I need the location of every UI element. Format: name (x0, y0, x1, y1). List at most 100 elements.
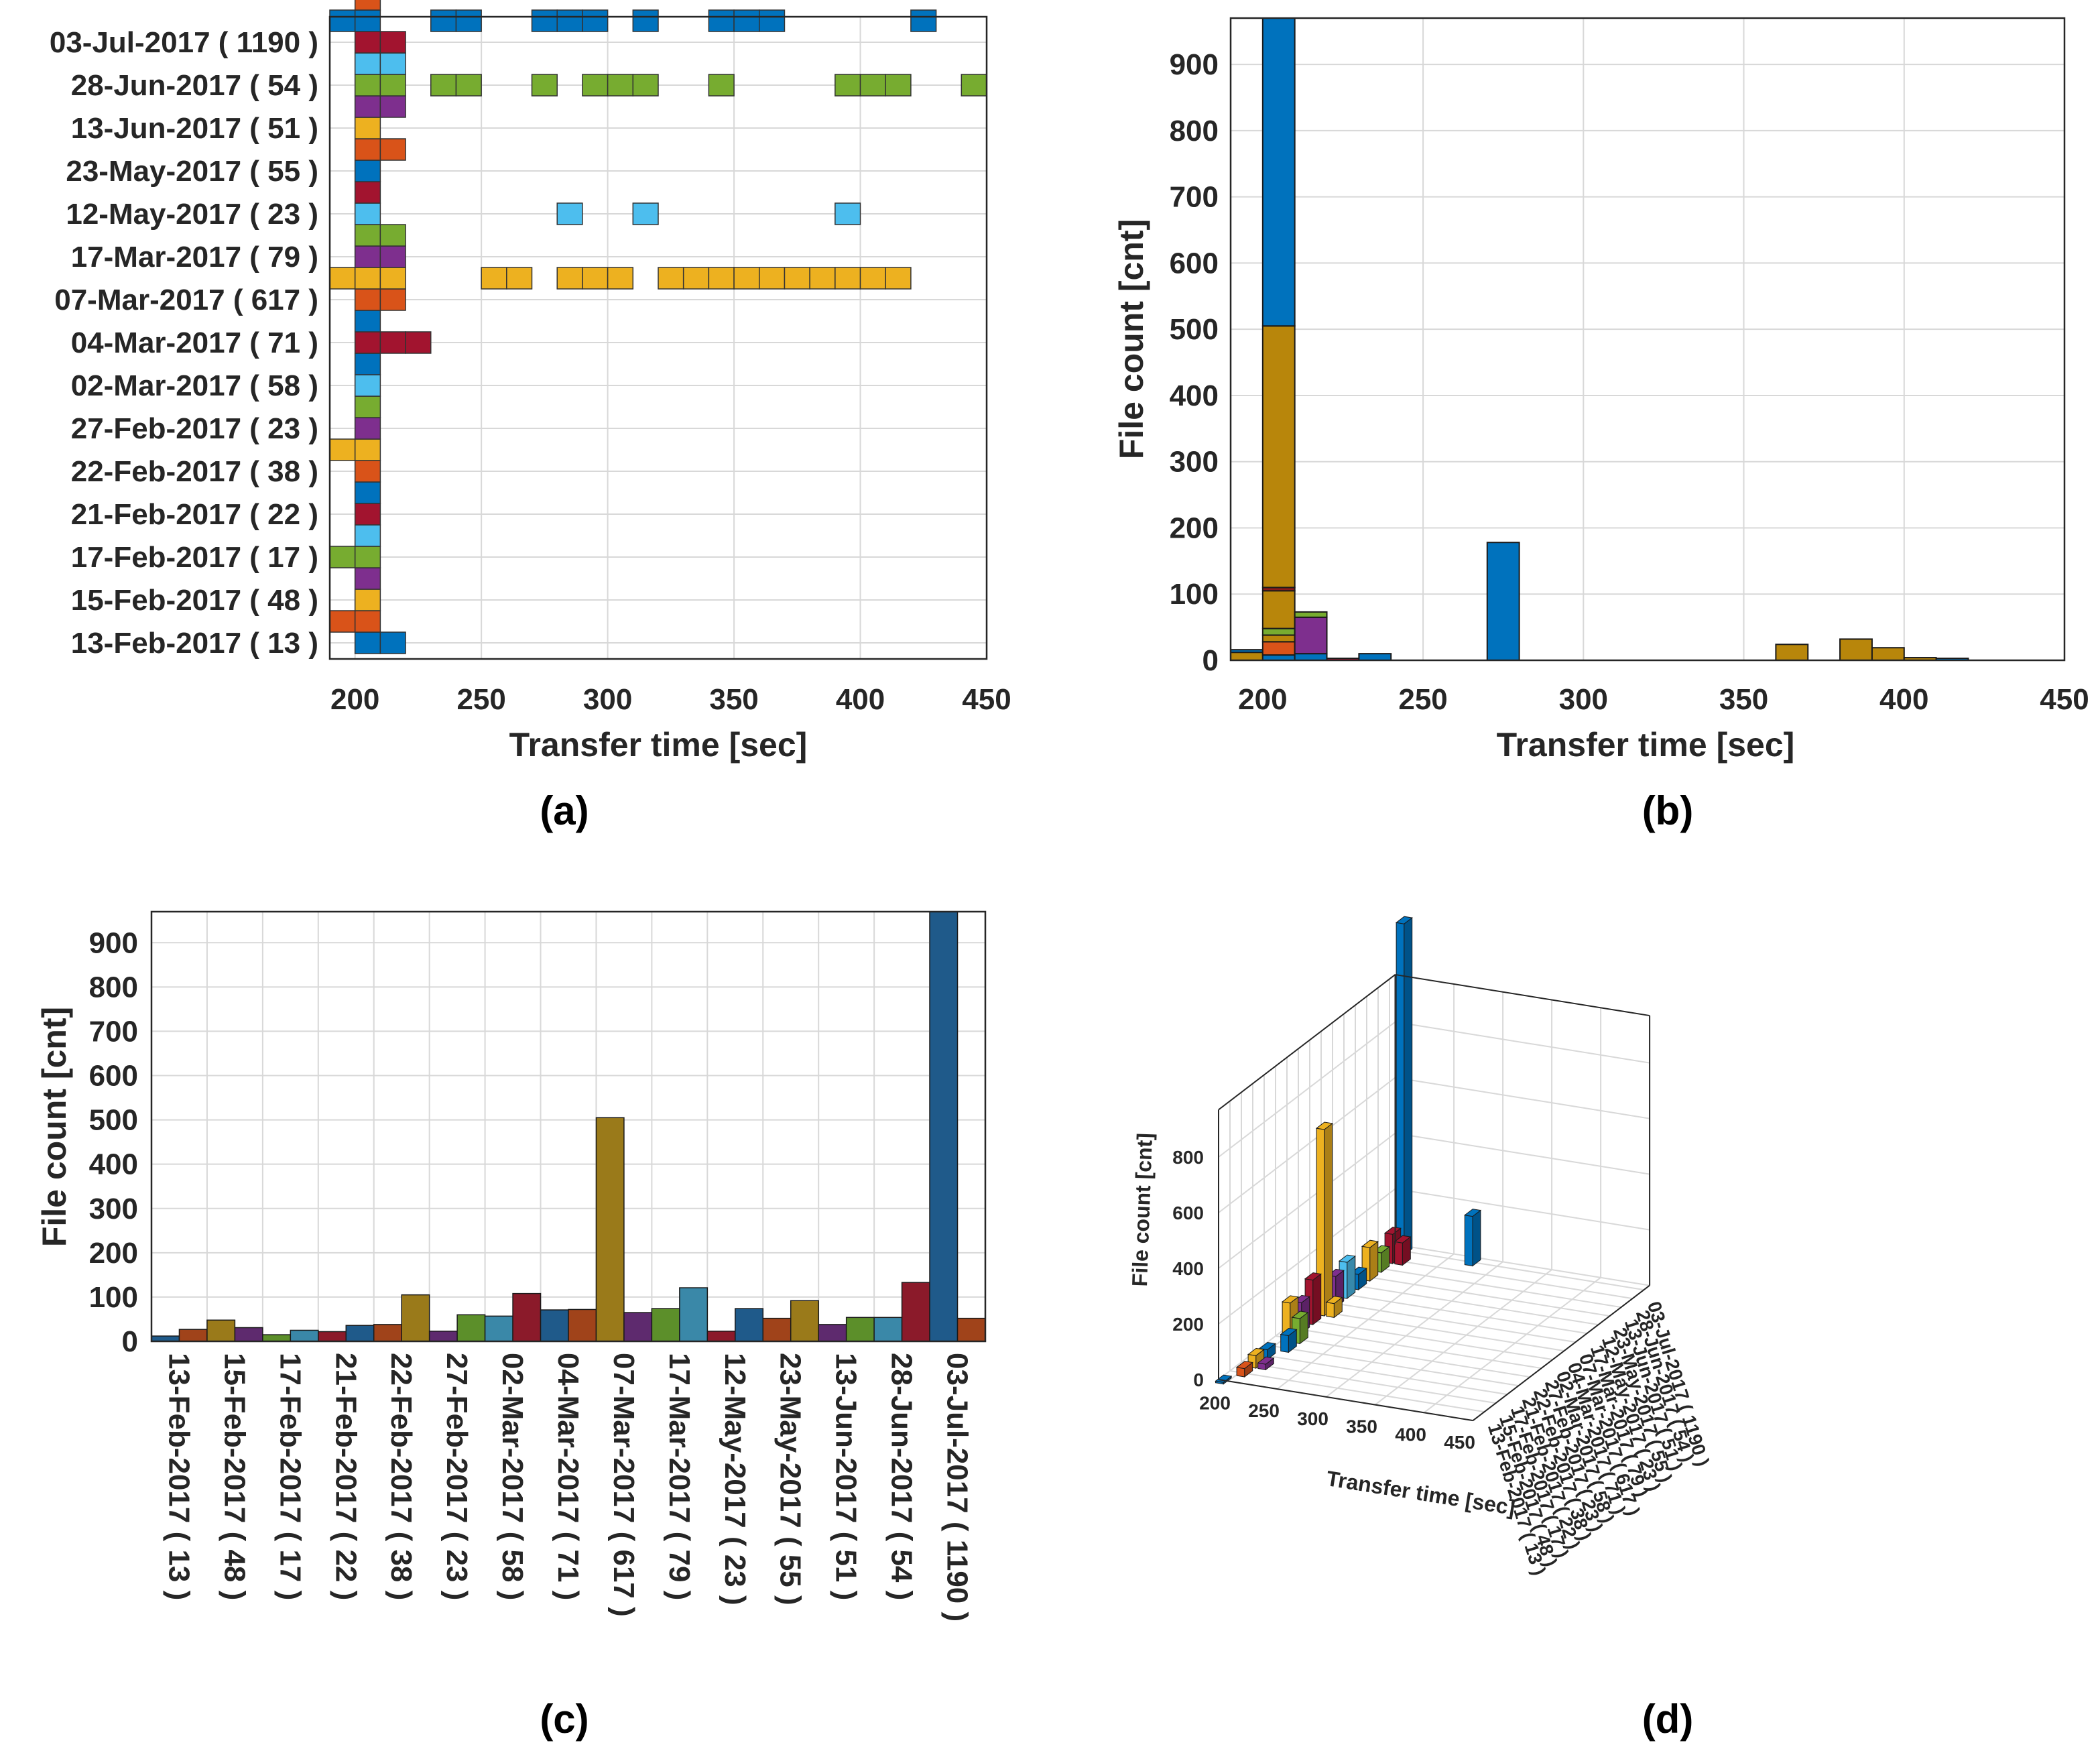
panel-a-marker (379, 245, 406, 268)
panel-c-xtick-label: 12-May-2017 ( 23 ) (719, 1353, 751, 1605)
panel-b-bar-segment (1294, 611, 1328, 618)
panel-c-bar (956, 1317, 986, 1342)
panel-c-ytick-label: 300 (89, 1193, 138, 1225)
panel-b-label: (b) (1642, 788, 1694, 833)
panel-a-marker (354, 481, 381, 504)
panel-c-bar (234, 1327, 263, 1342)
panel-c-xtick-label: 23-May-2017 ( 55 ) (774, 1353, 807, 1605)
panel-d-xtick-label: 350 (1346, 1416, 1377, 1437)
panel-d-bar-top (1338, 1254, 1356, 1263)
panel-c-bar (540, 1309, 569, 1342)
panel-c-xtick-label: 02-Mar-2017 ( 58 ) (496, 1353, 529, 1600)
panel-a-marker (379, 74, 406, 97)
panel-c-xtick-label: 03-Jul-2017 ( 1190 ) (941, 1353, 974, 1622)
panel-d-gridline (1218, 1132, 1396, 1269)
panel-d-label: (d) (1642, 1697, 1694, 1742)
panel-d-axis-line (1218, 974, 1396, 1111)
panel-b-bar-segment (1871, 647, 1905, 661)
panel-d-bar-top (1235, 1361, 1253, 1370)
panel-d-gridline (1395, 1077, 1650, 1119)
panel-c-ytick-label: 600 (89, 1060, 138, 1093)
panel-d-gridline (1218, 1021, 1396, 1158)
panel-a-marker (531, 9, 558, 32)
panel-d-bar (1304, 1272, 1322, 1326)
panel-d-bar (1235, 1361, 1253, 1378)
panel-a-xtick-label: 400 (836, 683, 885, 716)
panel-c-bar (790, 1300, 819, 1342)
panel-d-gridline (1229, 1370, 1485, 1413)
panel-b-ytick-label: 600 (1170, 247, 1219, 280)
panel-b-bar-segment (1230, 652, 1263, 661)
panel-a-marker (354, 181, 381, 204)
panel-b-ytick-label: 700 (1170, 181, 1219, 214)
panel-a-frame (328, 15, 988, 660)
panel-b-ytick-label: 300 (1170, 446, 1219, 479)
panel-c-ytick-label: 0 (122, 1325, 138, 1358)
panel-a-marker (582, 74, 609, 97)
panel-d-ztick-label: 800 (1172, 1147, 1204, 1168)
panel-c-bar (706, 1331, 736, 1342)
panel-d-bar (1325, 1296, 1343, 1319)
panel-c-xtick-label: 07-Mar-2017 ( 617 ) (607, 1353, 640, 1617)
panel-a-marker (835, 74, 861, 97)
panel-d-bar (1464, 1209, 1482, 1267)
panel-a-marker (379, 52, 406, 75)
panel-c-bar (679, 1287, 708, 1342)
panel-c-bar (623, 1312, 653, 1342)
panel-c-bar (845, 1317, 875, 1342)
panel-a-marker (582, 9, 609, 32)
panel-d-gridline (1366, 1266, 1621, 1309)
panel-c-xtick-label: 28-Jun-2017 ( 54 ) (885, 1353, 918, 1600)
panel-c-ytick-label: 100 (89, 1281, 138, 1314)
panel-a-label: (a) (540, 788, 589, 833)
panel-c-xtick-label: 13-Jun-2017 ( 51 ) (830, 1353, 863, 1600)
panel-b-bar-segment (1261, 641, 1296, 656)
panel-d-bar-side (1472, 1209, 1481, 1267)
panel-d-gridline (1423, 1277, 1601, 1414)
panel-d-bar-side (1324, 1122, 1333, 1317)
panel-b-ytick-label: 500 (1170, 313, 1219, 346)
panel-d-bar-top (1280, 1327, 1298, 1337)
panel-a-marker (354, 396, 381, 418)
panel-b-ytick-label: 0 (1202, 644, 1219, 677)
panel-d-bar (1395, 916, 1413, 1256)
panel-c-bar (929, 911, 959, 1342)
panel-a-marker (632, 9, 659, 32)
panel-a-marker (379, 331, 406, 354)
panel-d-bar-side (1312, 1273, 1322, 1326)
panel-a-marker (354, 117, 381, 139)
panel-a-xtick-label: 350 (709, 683, 758, 716)
panel-a-marker (531, 74, 558, 97)
panel-b-xtick-label: 450 (2040, 683, 2089, 716)
panel-a-marker (379, 224, 406, 247)
panel-b-bar-segment (1294, 653, 1328, 662)
panel-c-frame (150, 910, 987, 1343)
panel-c-bar (651, 1308, 680, 1342)
panel-c-ytick-label: 800 (89, 971, 138, 1004)
panel-c-bar (568, 1309, 597, 1342)
panel-c-bar (345, 1325, 375, 1342)
panel-a-ytick-label: 04-Mar-2017 ( 71 ) (71, 326, 318, 359)
panel-a-marker (354, 610, 381, 633)
panel-d-gridline (1395, 1243, 1650, 1286)
panel-d-bar-front (1326, 1302, 1335, 1318)
panel-c-xtick-label: 21-Feb-2017 ( 22 ) (329, 1353, 362, 1600)
panel-a-marker (379, 631, 406, 654)
panel-c-xtick-label: 13-Feb-2017 ( 13 ) (162, 1353, 195, 1600)
panel-c-bar (290, 1329, 319, 1342)
panel-d-bar-top (1215, 1374, 1233, 1383)
panel-c-chart: 0 100 200 300 400 500 600 700 800 900 13-Feb-2017… (36, 910, 987, 1742)
panel-a-marker (379, 31, 406, 54)
panel-c-bar (206, 1319, 236, 1342)
panel-d-bar-front (1464, 1215, 1473, 1267)
panel-b-ytick-label: 900 (1170, 48, 1219, 81)
panel-a-chart: 13-Feb-2017 ( 13 ) 15-Feb-2017 ( 48 ) 17-F… (50, 0, 1011, 833)
panel-c-ytick-label: 500 (89, 1104, 138, 1137)
panel-a-marker (708, 9, 735, 32)
panel-a-marker (658, 267, 684, 290)
panel-a-ytick-label: 12-May-2017 ( 23 ) (66, 198, 318, 231)
panel-a-marker (809, 267, 836, 290)
panel-a-ytick-label: 13-Jun-2017 ( 51 ) (71, 112, 318, 145)
